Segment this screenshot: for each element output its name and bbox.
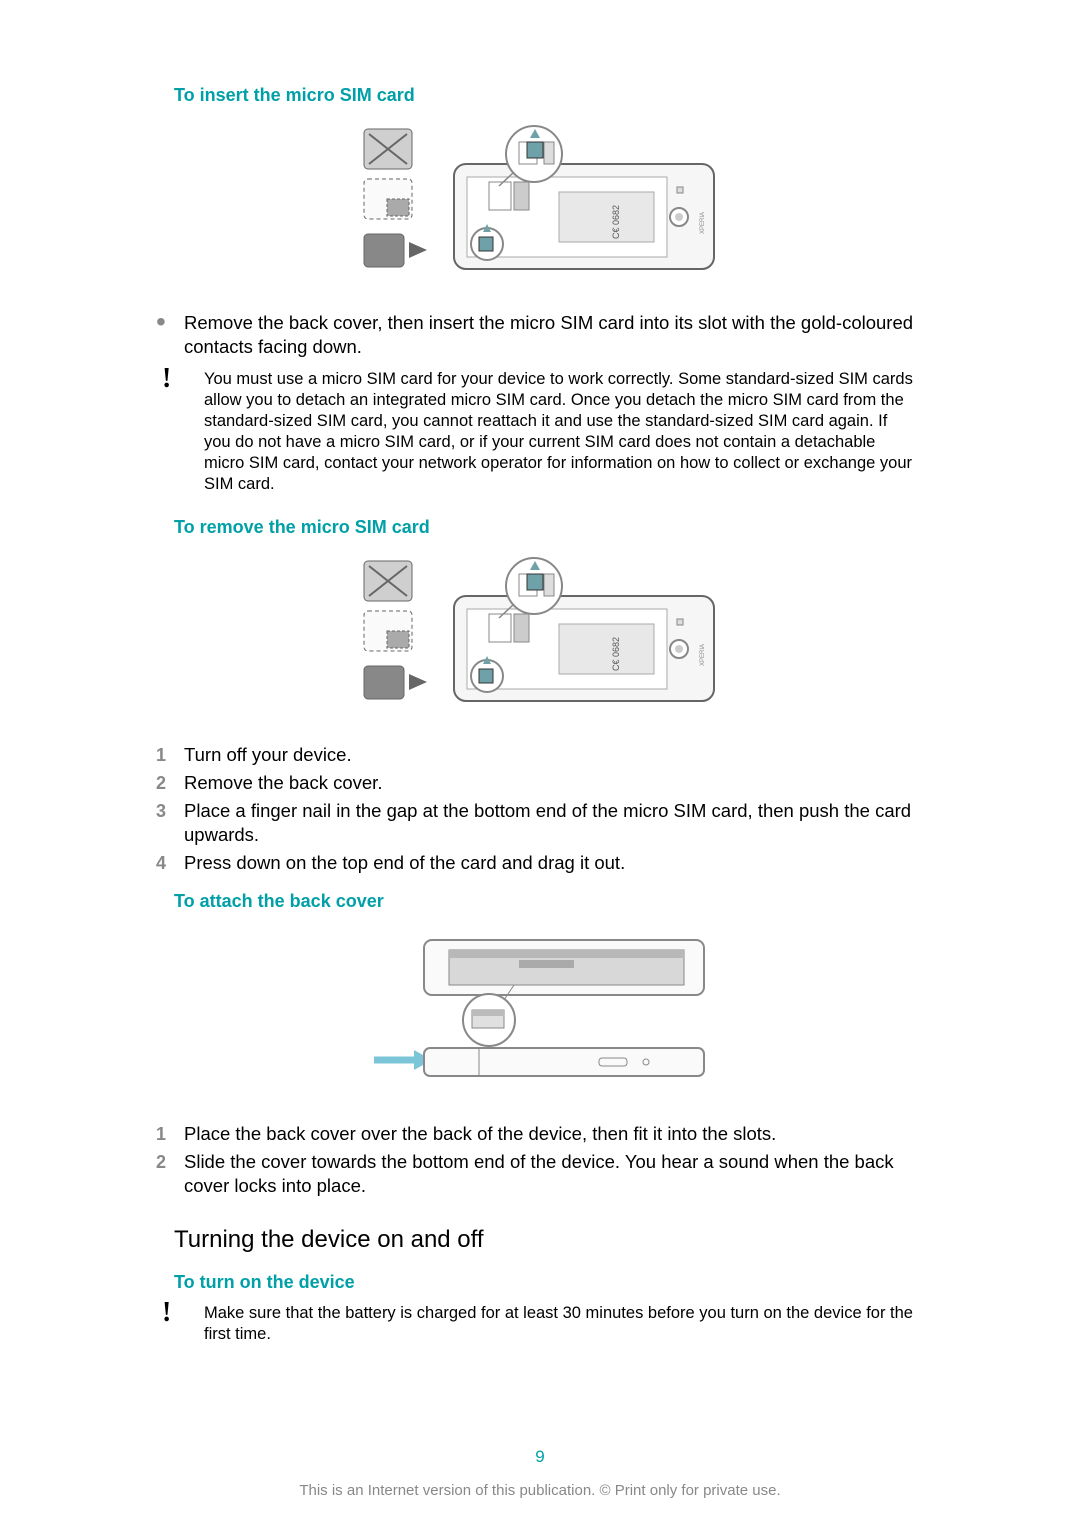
warning-text: Make sure that the battery is charged fo… bbox=[204, 1303, 914, 1345]
step-num: 1 bbox=[154, 1122, 184, 1146]
step2-3: 3 Place a finger nail in the gap at the … bbox=[154, 799, 914, 847]
step-num: 2 bbox=[154, 771, 184, 795]
svg-text:C€ 0682: C€ 0682 bbox=[611, 205, 621, 239]
step-text: Press down on the top end of the card an… bbox=[184, 851, 914, 875]
step3-1: 1 Place the back cover over the back of … bbox=[154, 1122, 914, 1146]
bullet-marker: • bbox=[154, 311, 184, 331]
warning-icon: ! bbox=[154, 369, 204, 389]
warning-icon: ! bbox=[154, 1303, 204, 1323]
step-num: 3 bbox=[154, 799, 184, 823]
figure-insert-sim: C€ 0682 XPERIA bbox=[174, 124, 914, 289]
heading-attach-cover: To attach the back cover bbox=[174, 891, 914, 912]
step-num: 2 bbox=[154, 1150, 184, 1174]
heading-turn-on: To turn on the device bbox=[174, 1272, 914, 1293]
heading-remove-sim: To remove the micro SIM card bbox=[174, 517, 914, 538]
section-title-turning: Turning the device on and off bbox=[174, 1226, 914, 1254]
step-text: Slide the cover towards the bottom end o… bbox=[184, 1150, 914, 1198]
warning-insert-sim: ! You must use a micro SIM card for your… bbox=[154, 369, 914, 495]
step2-2: 2 Remove the back cover. bbox=[154, 771, 914, 795]
step-text: Remove the back cover. bbox=[184, 771, 914, 795]
figure-remove-sim: C€ 0682 XPERIA bbox=[174, 556, 914, 721]
bullet-text: Remove the back cover, then insert the m… bbox=[184, 311, 914, 359]
step-text: Turn off your device. bbox=[184, 743, 914, 767]
svg-text:C€ 0682: C€ 0682 bbox=[611, 637, 621, 671]
svg-text:XPERIA: XPERIA bbox=[700, 644, 706, 666]
svg-text:XPERIA: XPERIA bbox=[700, 212, 706, 234]
step-num: 1 bbox=[154, 743, 184, 767]
step-text: Place the back cover over the back of th… bbox=[184, 1122, 914, 1146]
heading-insert-sim: To insert the micro SIM card bbox=[174, 85, 914, 106]
footer-note: This is an Internet version of this publ… bbox=[0, 1482, 1080, 1499]
step2-4: 4 Press down on the top end of the card … bbox=[154, 851, 914, 875]
warning-text: You must use a micro SIM card for your d… bbox=[204, 369, 914, 495]
figure-attach-cover bbox=[174, 930, 914, 1100]
step-text: Place a finger nail in the gap at the bo… bbox=[184, 799, 914, 847]
step3-2: 2 Slide the cover towards the bottom end… bbox=[154, 1150, 914, 1198]
step-num: 4 bbox=[154, 851, 184, 875]
step2-1: 1 Turn off your device. bbox=[154, 743, 914, 767]
warning-turn-on: ! Make sure that the battery is charged … bbox=[154, 1303, 914, 1345]
bullet-insert-sim: • Remove the back cover, then insert the… bbox=[154, 311, 914, 359]
page-number: 9 bbox=[0, 1447, 1080, 1467]
